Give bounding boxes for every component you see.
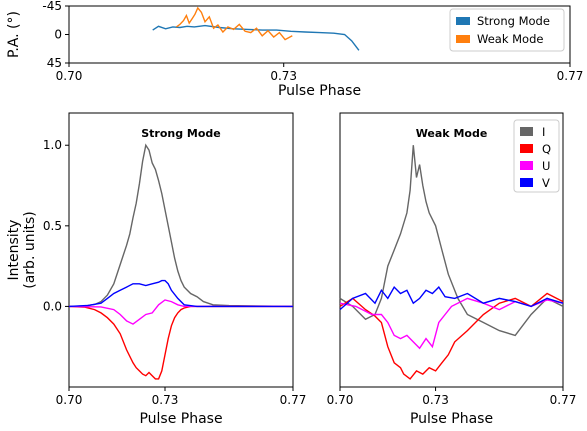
weak-xtick-label: 0.77 bbox=[550, 393, 577, 407]
pa-xtick-label: 0.73 bbox=[270, 69, 297, 83]
pa-ytick-label: 0 bbox=[54, 28, 62, 42]
strong-series-u bbox=[68, 299, 293, 325]
pa-ytick-label: 45 bbox=[47, 56, 62, 70]
pa-xtick-label: 0.77 bbox=[557, 69, 584, 83]
weak-xlabel: Pulse Phase bbox=[410, 411, 493, 427]
weak-xtick-label: 0.70 bbox=[327, 393, 354, 407]
strong-ylabel: (arb. units) bbox=[22, 211, 38, 288]
strong-xtick-label: 0.73 bbox=[152, 393, 179, 407]
strong-ytick-label: 0.0 bbox=[43, 299, 62, 313]
strong-series-q bbox=[68, 305, 293, 380]
strong-axes-frame bbox=[68, 112, 294, 388]
weak-legend-label: Q bbox=[542, 142, 551, 156]
pa-legend-label: Strong Mode bbox=[477, 14, 550, 28]
pa-ylabel: P.A. (°) bbox=[6, 11, 22, 58]
pa-legend-label: Weak Mode bbox=[477, 32, 543, 46]
strong-xlabel: Pulse Phase bbox=[139, 411, 222, 427]
weak-title: Weak Mode bbox=[416, 127, 488, 140]
weak-legend-swatch bbox=[520, 127, 533, 136]
strong-mode-panel: 0.70 0.73 0.77 0.0 0.5 1.0 Pulse Phase Intensit… bbox=[6, 112, 307, 427]
weak-legend-box bbox=[513, 119, 560, 193]
weak-series-q bbox=[339, 292, 564, 380]
pa-legend-swatch bbox=[456, 35, 470, 43]
pa-series-weak-mode bbox=[175, 6, 293, 41]
weak-axes-frame bbox=[339, 112, 564, 388]
weak-series-u bbox=[339, 297, 564, 350]
weak-xtick-label: 0.73 bbox=[422, 393, 449, 407]
strong-xtick-label: 0.77 bbox=[280, 393, 307, 407]
strong-ytick-label: 1.0 bbox=[43, 138, 62, 152]
weak-legend-swatch bbox=[520, 161, 533, 170]
weak-legend-label: V bbox=[542, 176, 550, 190]
pa-legend-swatch bbox=[456, 17, 470, 25]
pa-legend-box bbox=[449, 8, 565, 52]
pa-xtick-label: 0.70 bbox=[56, 69, 83, 83]
strong-ylabel: Intensity bbox=[6, 220, 22, 281]
weak-legend-swatch bbox=[520, 144, 533, 153]
weak-series-v bbox=[339, 285, 564, 311]
weak-legend-swatch bbox=[520, 178, 533, 187]
weak-legend-label: I bbox=[542, 125, 545, 139]
strong-series-v bbox=[68, 279, 293, 308]
strong-ytick-label: 0.5 bbox=[43, 219, 62, 233]
pa-xlabel: Pulse Phase bbox=[278, 83, 361, 99]
pa-panel: 0.70 0.73 0.77 -45 0 45 Pulse Phase P.A. (°) Str… bbox=[6, 0, 583, 99]
pa-series-strong-mode bbox=[152, 24, 360, 51]
weak-legend-label: U bbox=[542, 159, 550, 173]
strong-xtick-label: 0.70 bbox=[56, 393, 83, 407]
strong-series-i bbox=[68, 143, 294, 308]
weak-series-i bbox=[339, 145, 564, 337]
strong-title: Strong Mode bbox=[141, 127, 221, 140]
pa-ytick-label: -45 bbox=[42, 0, 62, 13]
